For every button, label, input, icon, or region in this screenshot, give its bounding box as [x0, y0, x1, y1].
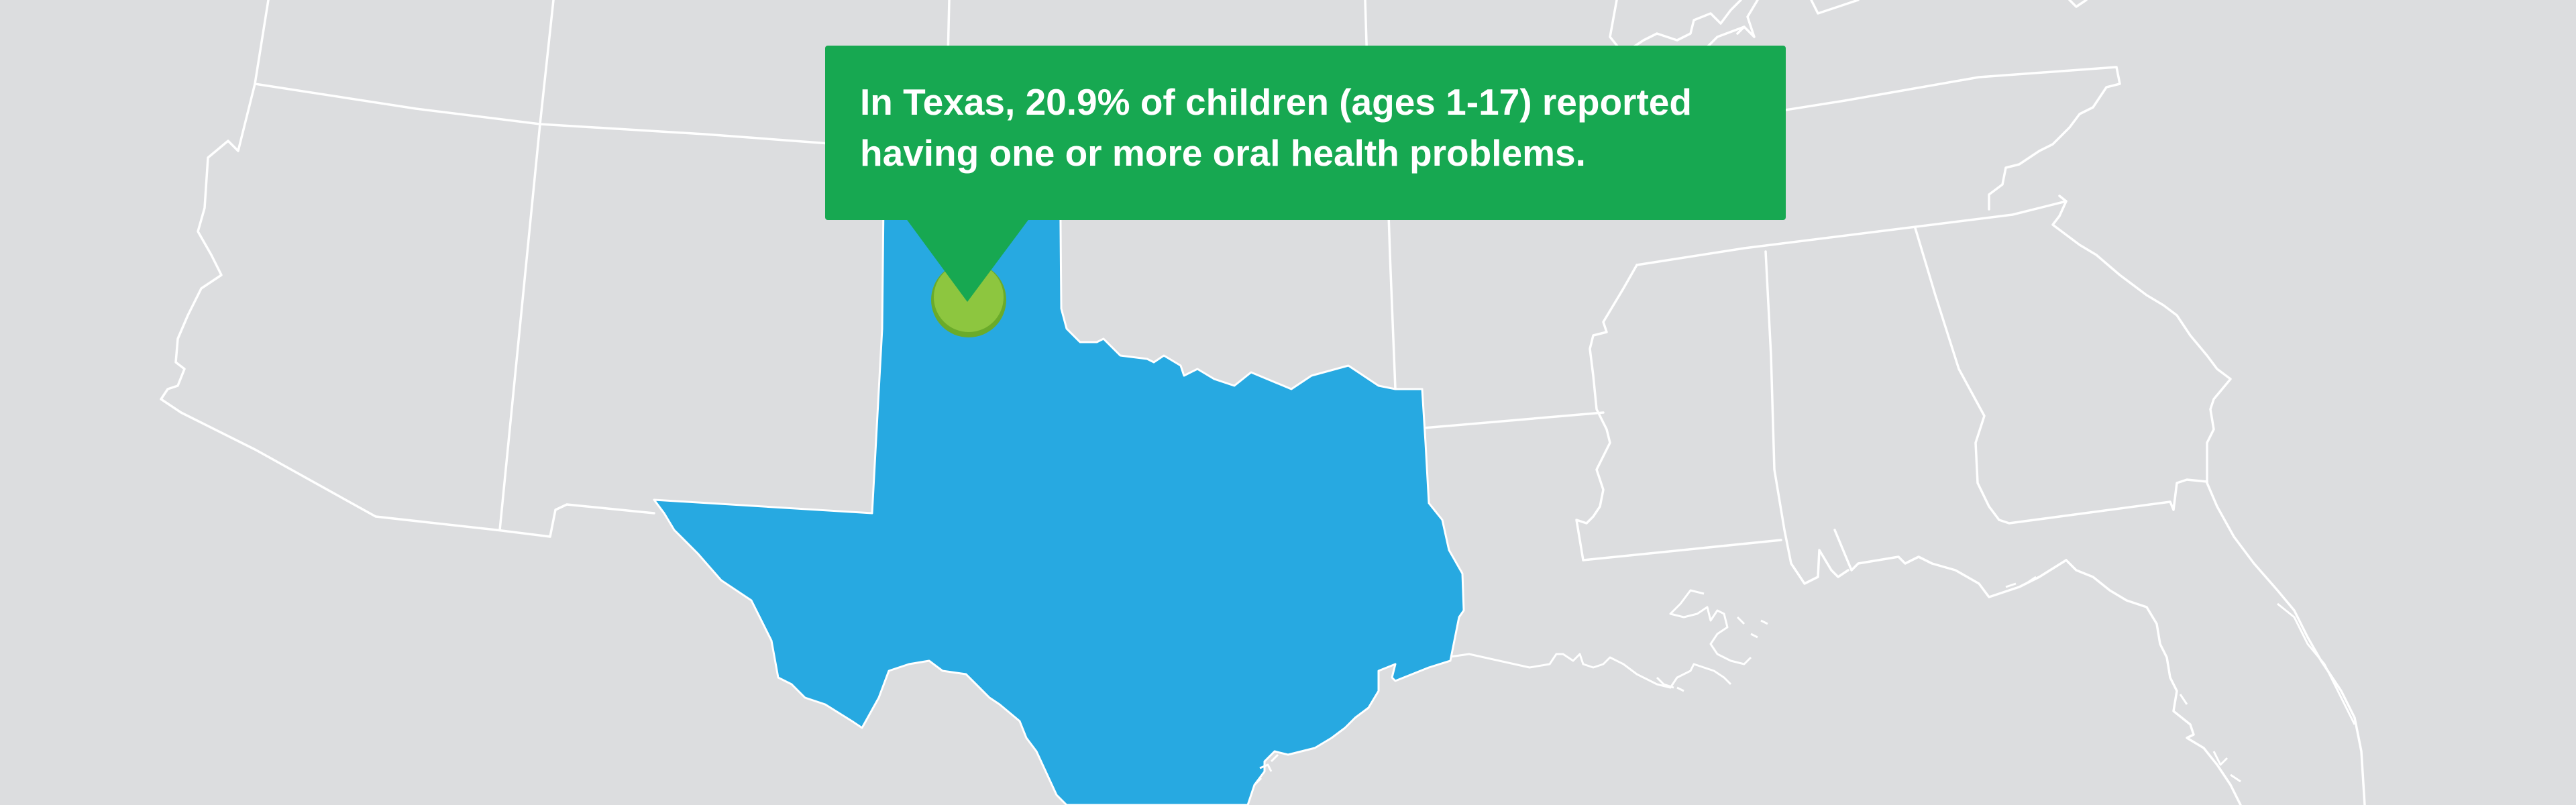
border-ms-south	[1582, 539, 1782, 561]
ms-sound	[2005, 576, 2037, 588]
border-four-corners	[254, 83, 840, 146]
border-ky-north	[1716, 66, 2121, 211]
la-coast	[1445, 653, 1732, 692]
border-fl-east	[2206, 482, 2366, 805]
callout-text: In Texas, 20.9% of children (ages 1-17) …	[860, 81, 1692, 174]
border-ms-al	[1764, 250, 1849, 585]
border-ar-la	[1422, 411, 1605, 429]
border-ne-coast	[1736, 0, 2088, 38]
border-az-west	[160, 0, 498, 531]
callout-box: In Texas, 20.9% of children (ages 1-17) …	[825, 46, 1786, 220]
texas-state[interactable]	[653, 140, 1465, 805]
border-al-fl	[1833, 529, 2068, 598]
border-ga-fl	[1998, 478, 2208, 525]
border-az-nm	[498, 0, 555, 531]
la-delta	[1669, 589, 1768, 665]
texas-coast-islands	[1253, 753, 1279, 786]
callout-pointer	[906, 218, 1030, 302]
border-sc	[2051, 200, 2232, 484]
border-ar-ms	[1575, 264, 1638, 561]
border-nm-south	[495, 503, 655, 538]
border-al-ga	[1914, 227, 2000, 521]
border-tn-north	[1635, 195, 2068, 266]
fl-keys-coast	[2179, 602, 2356, 783]
border-fl-west	[2065, 559, 2242, 805]
